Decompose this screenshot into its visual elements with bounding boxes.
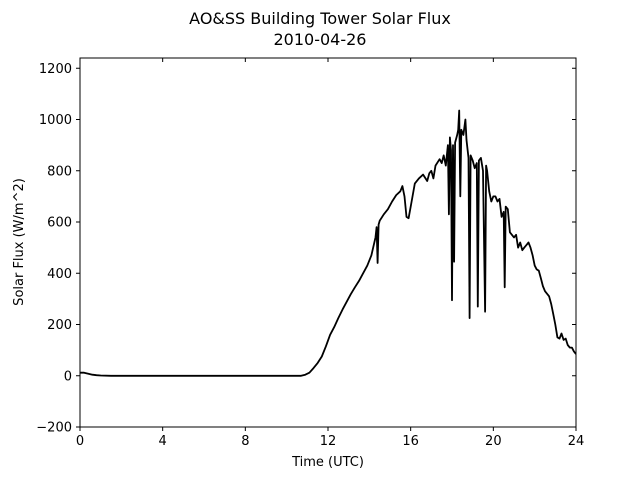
x-axis-label: Time (UTC) — [291, 455, 364, 470]
x-tick-label: 20 — [485, 434, 502, 449]
x-tick-label: 0 — [76, 434, 84, 449]
y-tick-label: −200 — [36, 421, 72, 436]
x-tick-label: 16 — [402, 434, 419, 449]
series-line — [80, 109, 576, 377]
chart-title: AO&SS Building Tower Solar Flux — [189, 9, 451, 28]
y-tick-label: 1200 — [39, 62, 72, 77]
plot-area — [80, 109, 576, 377]
y-tick-label: 600 — [47, 216, 72, 231]
x-tick-label: 4 — [159, 434, 167, 449]
y-tick-label: 800 — [47, 164, 72, 179]
plot-frame — [79, 57, 577, 428]
x-axis: 0 4 8 12 16 20 24 — [76, 58, 584, 449]
y-tick-label: 400 — [47, 267, 72, 282]
x-tick-label: 12 — [320, 434, 337, 449]
y-axis-label: Solar Flux (W/m^2) — [12, 178, 27, 306]
x-tick-label: 24 — [568, 434, 585, 449]
y-tick-label: 200 — [47, 318, 72, 333]
y-tick-label: 0 — [64, 369, 72, 384]
y-tick-label: 1000 — [39, 113, 72, 128]
chart-subtitle: 2010-04-26 — [274, 30, 367, 49]
x-tick-label: 8 — [241, 434, 249, 449]
y-axis: −200 0 200 400 600 800 1000 1200 — [36, 62, 576, 436]
